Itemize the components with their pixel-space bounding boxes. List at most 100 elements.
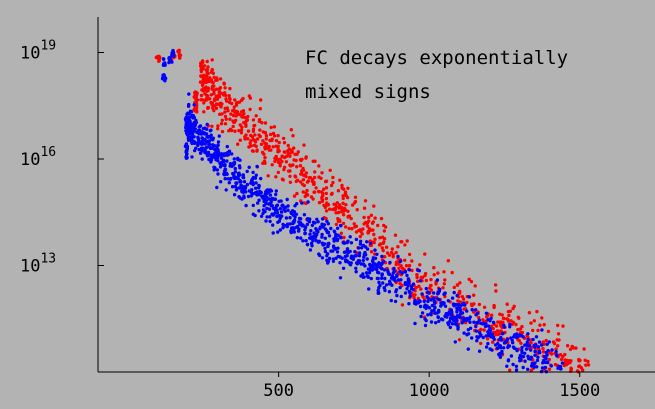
data-point bbox=[340, 186, 344, 190]
data-point bbox=[306, 217, 310, 221]
data-point bbox=[285, 154, 289, 158]
data-point bbox=[162, 57, 166, 61]
data-point bbox=[341, 213, 346, 217]
data-point bbox=[212, 75, 216, 80]
data-point bbox=[232, 157, 236, 161]
data-point bbox=[238, 166, 242, 170]
data-point bbox=[435, 278, 440, 282]
data-point bbox=[485, 314, 490, 318]
data-point bbox=[448, 325, 452, 330]
data-point bbox=[380, 246, 384, 250]
data-point bbox=[380, 276, 384, 280]
data-point bbox=[517, 316, 521, 320]
data-point bbox=[494, 324, 499, 328]
data-point bbox=[455, 306, 459, 310]
ticks-layer: 500 1000 1500 1013 1016 1019 bbox=[20, 39, 600, 402]
data-point bbox=[438, 287, 442, 292]
data-point bbox=[244, 203, 248, 208]
data-point bbox=[435, 311, 439, 315]
data-point bbox=[554, 347, 558, 351]
data-point bbox=[372, 262, 376, 266]
data-point bbox=[449, 316, 453, 320]
data-point bbox=[368, 241, 373, 246]
data-point bbox=[450, 322, 455, 326]
data-point bbox=[387, 253, 392, 257]
data-point bbox=[320, 235, 324, 239]
data-point bbox=[542, 323, 546, 327]
data-point bbox=[515, 348, 519, 353]
data-point bbox=[200, 149, 204, 153]
data-point bbox=[200, 136, 204, 140]
data-point bbox=[239, 131, 244, 135]
data-point bbox=[305, 242, 310, 247]
data-point bbox=[395, 274, 399, 278]
data-point bbox=[228, 117, 232, 121]
data-point bbox=[462, 307, 466, 311]
data-point bbox=[225, 144, 229, 149]
data-point bbox=[240, 197, 244, 201]
data-point bbox=[234, 176, 238, 180]
data-point bbox=[162, 73, 166, 78]
data-point bbox=[482, 305, 487, 309]
annotation-line-2: mixed signs bbox=[305, 81, 431, 103]
data-point bbox=[563, 352, 567, 357]
data-point bbox=[339, 205, 344, 209]
data-point bbox=[399, 240, 403, 244]
data-point bbox=[301, 168, 306, 172]
data-point bbox=[259, 98, 263, 102]
data-point bbox=[407, 264, 412, 268]
data-point bbox=[514, 364, 519, 368]
data-point bbox=[222, 153, 226, 158]
data-point bbox=[533, 361, 537, 365]
data-point bbox=[254, 144, 258, 148]
data-point bbox=[432, 291, 436, 295]
data-point bbox=[390, 247, 394, 251]
data-point bbox=[380, 273, 384, 277]
data-point bbox=[193, 91, 197, 95]
data-point bbox=[228, 177, 233, 181]
data-point bbox=[345, 248, 350, 252]
data-point bbox=[361, 244, 365, 248]
data-point bbox=[291, 228, 296, 232]
data-point bbox=[527, 311, 532, 315]
data-point bbox=[211, 81, 215, 85]
data-point bbox=[419, 287, 423, 291]
data-point bbox=[586, 359, 590, 364]
data-point bbox=[270, 163, 274, 167]
data-point bbox=[272, 125, 277, 129]
data-point bbox=[436, 315, 440, 319]
data-point bbox=[535, 365, 539, 369]
data-point bbox=[320, 171, 324, 175]
data-point bbox=[460, 302, 464, 307]
data-point bbox=[536, 355, 540, 359]
data-point bbox=[197, 147, 201, 152]
data-point bbox=[528, 344, 532, 348]
data-point bbox=[325, 230, 330, 235]
data-point bbox=[377, 280, 381, 285]
data-point bbox=[242, 180, 247, 184]
data-point bbox=[261, 139, 265, 143]
data-point bbox=[375, 268, 379, 272]
data-point bbox=[518, 353, 522, 358]
data-point bbox=[192, 129, 196, 133]
data-point bbox=[358, 242, 363, 246]
data-point bbox=[251, 149, 255, 153]
data-point bbox=[338, 178, 342, 182]
data-point bbox=[199, 142, 203, 146]
data-point bbox=[434, 321, 438, 325]
data-point bbox=[458, 289, 462, 293]
data-point bbox=[338, 276, 343, 280]
data-point bbox=[220, 112, 224, 116]
data-point bbox=[407, 252, 412, 257]
data-point bbox=[465, 333, 469, 337]
data-point bbox=[452, 290, 456, 295]
data-point bbox=[458, 308, 463, 313]
data-point bbox=[583, 358, 587, 362]
data-point bbox=[186, 124, 191, 129]
data-point bbox=[404, 264, 409, 268]
data-point bbox=[506, 345, 510, 350]
data-point bbox=[202, 110, 206, 114]
data-point bbox=[304, 155, 308, 159]
data-point bbox=[380, 254, 384, 259]
data-point bbox=[343, 254, 348, 259]
